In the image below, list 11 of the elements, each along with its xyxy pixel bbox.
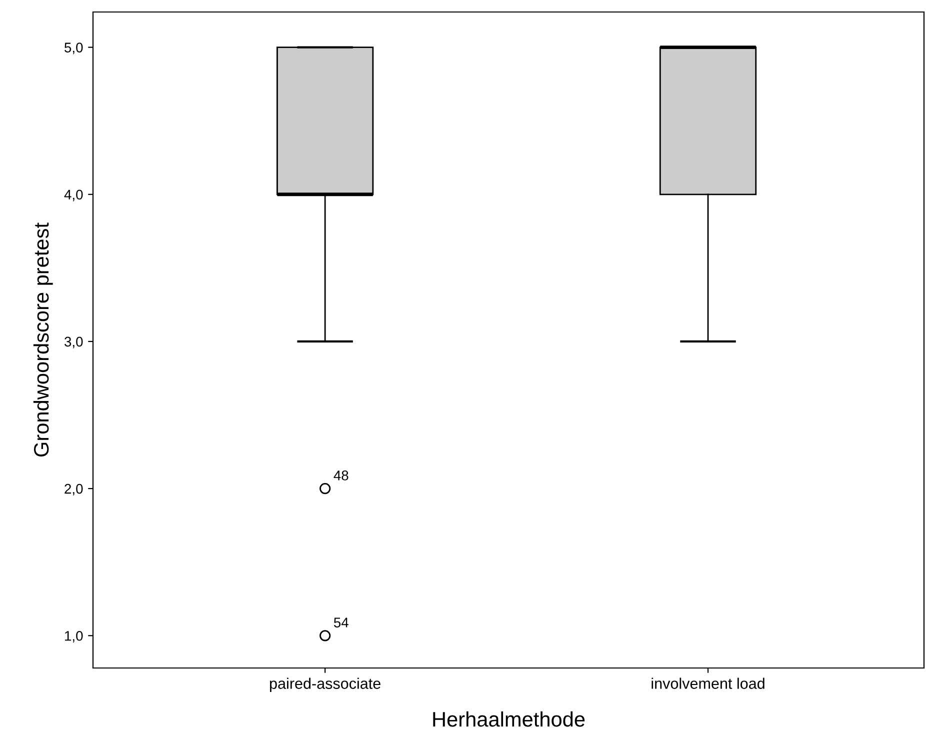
x-tick-label: involvement load [652,678,764,689]
annotation: 54 [334,618,348,628]
annotation: 48 [334,470,348,480]
y-tick-label: 3,0 [64,336,83,348]
y-tick-label: 2,0 [64,484,83,496]
y-axis-title: Grondwoordscore pretest [33,222,53,456]
y-tick-label: 5,0 [64,42,83,54]
x-axis-title: Herhaalmethode [433,711,585,727]
x-tick-label: paired-associate [270,678,380,692]
y-tick-label: 1,0 [65,630,83,642]
y-tick-label: 4,0 [64,190,83,202]
